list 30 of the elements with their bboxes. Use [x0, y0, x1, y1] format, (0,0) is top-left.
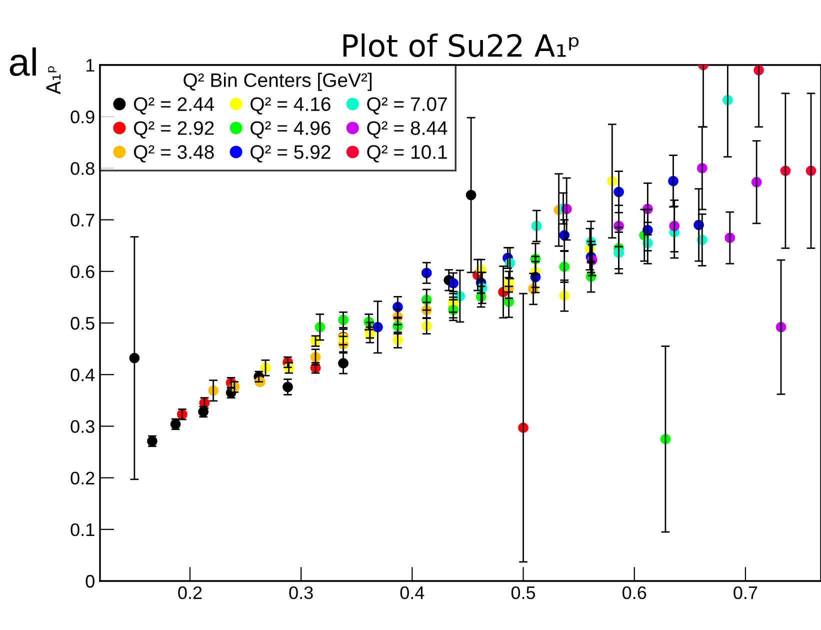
x-tick-label: 0.5 — [511, 586, 536, 600]
legend-label: Q² = 2.92 — [134, 121, 214, 138]
legend-label: Q² = 4.16 — [250, 97, 330, 114]
y-tick-label: 0.7 — [70, 214, 94, 227]
legend-label: Q² = 10.1 — [367, 145, 447, 162]
x-tick-label: 0.7 — [734, 586, 758, 600]
legend-label: Q² = 7.07 — [367, 97, 447, 114]
y-axis-title: A₁ᵖ — [46, 66, 61, 94]
x-tick-label: 0.2 — [178, 586, 202, 600]
y-tick-label: 0.3 — [70, 420, 94, 433]
y-tick-label: 0.9 — [70, 110, 94, 124]
chart-title: Plot of Su22 A₁ᵖ — [343, 33, 579, 58]
y-tick-label: 0.4 — [70, 368, 95, 382]
y-tick-label: 0.8 — [70, 162, 94, 175]
y-tick-label: 0.5 — [70, 316, 94, 330]
y-tick-label: 0.6 — [70, 265, 94, 278]
legend-title: Q² Bin Centers [GeV²] — [184, 72, 372, 91]
legend-label: Q² = 2.44 — [134, 97, 214, 114]
y-tick-label: 0.1 — [70, 523, 94, 536]
y-tick-label: 0.2 — [70, 472, 94, 485]
x-tick-label: 0.3 — [289, 586, 313, 600]
x-tick-label: 0.4 — [400, 586, 424, 600]
legend-label: Q² = 5.92 — [250, 145, 330, 162]
legend-label: Q² = 8.44 — [367, 121, 448, 138]
x-tick-label: 0.6 — [622, 586, 646, 600]
y-tick-label: 1 — [86, 59, 94, 72]
y-tick-label: 0 — [86, 574, 94, 588]
text: al — [10, 47, 36, 76]
legend-label: Q² = 3.48 — [134, 145, 214, 162]
legend-label: Q² = 4.96 — [250, 121, 330, 138]
